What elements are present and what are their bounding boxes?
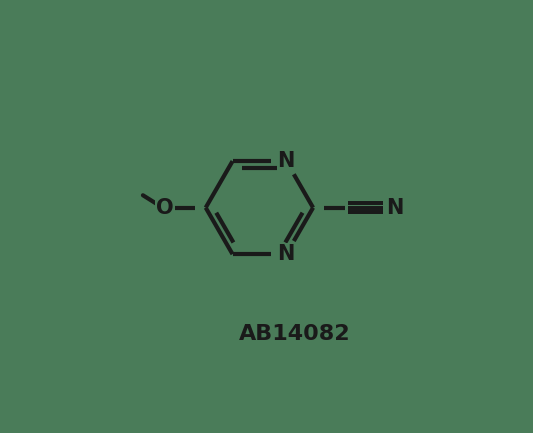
Text: N: N bbox=[386, 197, 403, 218]
Text: N: N bbox=[278, 151, 295, 171]
Text: AB14082: AB14082 bbox=[239, 324, 351, 344]
Text: N: N bbox=[278, 244, 295, 264]
Text: O: O bbox=[156, 197, 173, 218]
